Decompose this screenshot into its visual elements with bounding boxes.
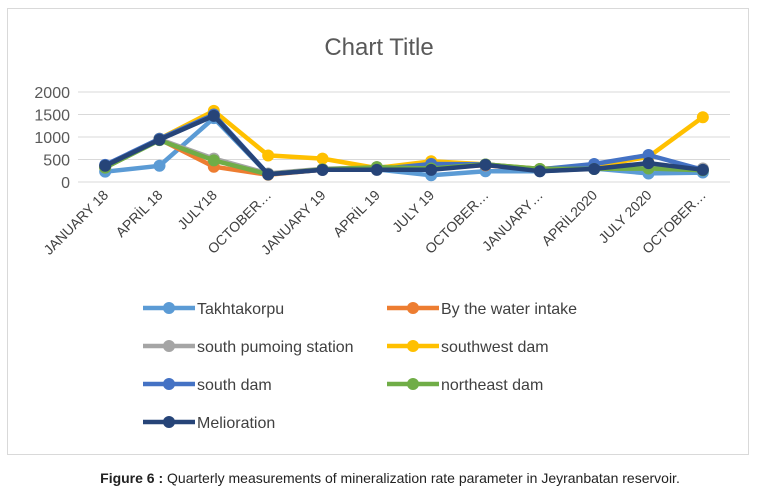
legend: Takhtakorpu By the water intake south pumo… xyxy=(143,301,577,432)
chart-title: Chart Title xyxy=(324,34,433,61)
data-point xyxy=(316,163,329,176)
data-point xyxy=(588,162,601,175)
figure-label: Figure 6 : xyxy=(100,470,164,486)
legend-label: Melioration xyxy=(197,415,275,432)
data-point xyxy=(262,149,275,162)
data-point xyxy=(696,111,709,124)
y-tick-label: 1500 xyxy=(34,108,70,125)
y-tick-label: 0 xyxy=(61,175,70,192)
legend-label: south pumoing station xyxy=(197,339,354,356)
data-point xyxy=(153,159,166,172)
legend-marker xyxy=(163,340,175,352)
x-tick-label: APRİL2020 xyxy=(538,186,601,249)
y-tick-label: 1000 xyxy=(34,130,70,147)
legend-marker xyxy=(163,416,175,428)
data-point xyxy=(99,159,112,172)
legend-label: northeast dam xyxy=(441,377,543,394)
x-tick-label: JULY18 xyxy=(174,187,220,233)
data-point xyxy=(207,154,220,167)
data-point xyxy=(425,163,438,176)
legend-marker xyxy=(163,378,175,390)
figure-caption: Figure 6 : Quarterly measurements of min… xyxy=(0,470,780,486)
legend-item: Melioration xyxy=(143,415,275,432)
legend-label: southwest dam xyxy=(441,339,549,356)
legend-item: Takhtakorpu xyxy=(143,301,284,318)
data-point xyxy=(479,158,492,171)
x-tick-label: APRİL 19 xyxy=(329,186,383,240)
series-line xyxy=(102,113,706,177)
legend-marker xyxy=(163,302,175,314)
x-tick-label: JULY 19 xyxy=(389,187,438,236)
y-tick-label: 500 xyxy=(43,153,70,170)
data-point xyxy=(153,133,166,146)
data-point xyxy=(316,152,329,165)
series-lines xyxy=(99,104,709,182)
chart-area: Chart Title 0 500 1000 1500 2000 JANUARY 18 A… xyxy=(7,8,749,455)
legend-marker xyxy=(407,302,419,314)
x-tick-label: APRİL 18 xyxy=(112,186,166,240)
series-melioration xyxy=(99,109,709,181)
legend-item: south pumoing station xyxy=(143,339,354,356)
y-tick-label: 2000 xyxy=(34,85,70,102)
data-point xyxy=(370,163,383,176)
data-point xyxy=(642,157,655,170)
legend-label: south dam xyxy=(197,377,272,394)
legend-item: northeast dam xyxy=(387,377,543,394)
legend-marker xyxy=(407,378,419,390)
legend-item: southwest dam xyxy=(387,339,549,356)
x-axis-ticks: JANUARY 18 APRİL 18 JULY18OCTOBER…JANUARY … xyxy=(40,186,709,258)
legend-label: By the water intake xyxy=(441,301,577,318)
legend-item: By the water intake xyxy=(387,301,577,318)
data-point xyxy=(207,109,220,122)
y-axis-ticks: 0 500 1000 1500 2000 xyxy=(34,85,70,192)
data-point xyxy=(696,163,709,176)
x-tick-label: JANUARY 18 xyxy=(40,187,111,258)
legend-marker xyxy=(407,340,419,352)
data-point xyxy=(262,168,275,181)
legend-label: Takhtakorpu xyxy=(197,301,284,318)
data-point xyxy=(533,165,546,178)
legend-item: south dam xyxy=(143,377,272,394)
figure-caption-text: Quarterly measurements of mineralization… xyxy=(163,470,680,486)
